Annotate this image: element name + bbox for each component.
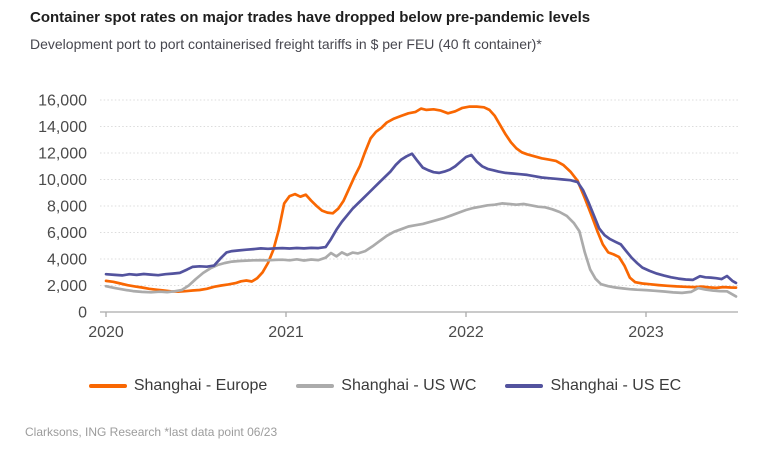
y-axis-tick-label: 2,000 <box>47 278 87 295</box>
x-axis-tick-label: 2021 <box>268 324 304 341</box>
legend-item-shanghai-us-wc: Shanghai - US WC <box>296 377 476 395</box>
y-axis-tick-label: 4,000 <box>47 252 87 269</box>
series-line-shanghai-us-wc <box>104 202 738 298</box>
legend-swatch-shanghai-europe <box>88 384 127 388</box>
x-axis-tick-label: 2022 <box>448 324 484 341</box>
x-axis-tick-label: 2023 <box>628 324 664 341</box>
legend-swatch-shanghai-us-ec <box>505 384 544 388</box>
legend: Shanghai - Europe Shanghai - US WC Shangha… <box>0 377 770 395</box>
y-axis-tick-label: 8,000 <box>47 199 87 216</box>
y-axis-tick-label: 0 <box>78 305 87 322</box>
source-note: Clarksons, ING Research *last data point… <box>25 425 278 439</box>
y-axis-tick-label: 14,000 <box>38 119 87 136</box>
legend-swatch-shanghai-us-wc <box>296 384 335 388</box>
y-axis-tick-label: 16,000 <box>38 93 87 110</box>
y-axis-tick-label: 6,000 <box>47 225 87 242</box>
legend-item-shanghai-us-ec: Shanghai - US EC <box>505 377 681 395</box>
series-line-shanghai-us-ec <box>104 152 738 285</box>
page-title: Container spot rates on major trades hav… <box>30 9 591 26</box>
series-line-shanghai-europe <box>104 105 738 294</box>
legend-label: Shanghai - US EC <box>550 377 682 394</box>
legend-label: Shanghai - US WC <box>341 377 477 394</box>
y-axis-tick-label: 10,000 <box>38 172 87 189</box>
legend-label: Shanghai - Europe <box>133 377 268 394</box>
chart-subtitle: Development port to port containerised f… <box>30 36 542 52</box>
legend-item-shanghai-europe: Shanghai - Europe <box>88 377 268 395</box>
y-axis-tick-label: 12,000 <box>38 146 87 163</box>
x-axis-tick-label: 2020 <box>88 324 124 341</box>
